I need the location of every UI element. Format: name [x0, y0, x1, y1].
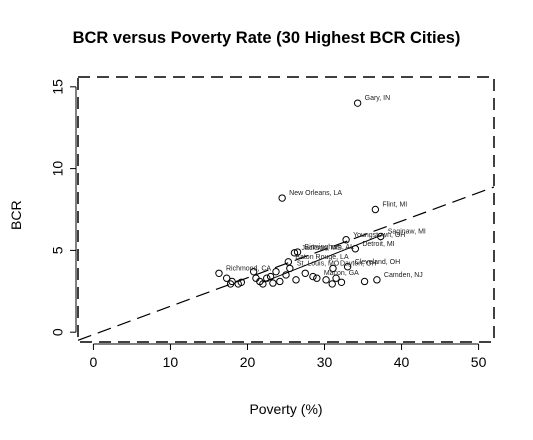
data-point — [293, 248, 302, 256]
data-point — [309, 272, 317, 281]
data-point — [226, 280, 235, 288]
data-point — [353, 99, 362, 107]
data-point — [329, 264, 337, 273]
data-point — [269, 279, 277, 287]
data-point — [237, 278, 246, 286]
x-tick-label: 40 — [394, 354, 410, 370]
point-label: Saginaw, MI — [388, 228, 426, 235]
data-point — [266, 272, 275, 281]
data-point — [278, 194, 286, 202]
data-point — [377, 232, 385, 241]
point-label: Baton Rouge, LA — [295, 254, 349, 261]
data-point — [284, 258, 293, 266]
data-point — [282, 271, 290, 279]
x-tick-label: 0 — [90, 354, 98, 370]
data-points — [215, 99, 385, 288]
y-tick-label: 0 — [50, 328, 66, 336]
point-label: Camden, NJ — [384, 272, 423, 279]
point-label: Cleveland, OH — [355, 259, 401, 266]
data-point — [360, 277, 369, 286]
data-point — [373, 276, 381, 284]
data-point — [342, 236, 350, 244]
point-labels: Gary, IN New Orleans, LA Flint, MI Saginaw,… — [226, 95, 426, 279]
point-label: St. Louis, MO — [297, 260, 340, 267]
point-label: Richmond, CA — [226, 265, 271, 272]
point-label: Jackson, MS — [301, 245, 341, 252]
axes: 0 10 20 30 40 50 0 5 10 15 — [50, 79, 487, 370]
data-point — [301, 269, 309, 277]
data-point — [371, 205, 380, 214]
x-tick-label: 50 — [471, 354, 487, 370]
data-point — [332, 274, 340, 282]
data-point — [343, 263, 352, 271]
point-label: Birmingham, AL — [305, 244, 355, 251]
data-point — [313, 274, 321, 282]
data-point — [276, 277, 284, 286]
point-label: Macon, GA — [324, 270, 359, 277]
data-point — [290, 249, 299, 257]
point-label: Gary, IN — [365, 95, 391, 102]
y-tick-label: 15 — [50, 79, 66, 95]
point-label: Flint, MI — [382, 202, 407, 209]
y-tick-label: 5 — [50, 246, 66, 254]
x-axis-label: Poverty (%) — [249, 401, 323, 417]
data-point — [286, 264, 294, 273]
x-tick-label: 30 — [317, 354, 333, 370]
data-point — [259, 280, 267, 288]
x-tick-label: 20 — [240, 354, 256, 370]
point-label: New Orleans, LA — [289, 190, 342, 197]
data-point — [351, 245, 360, 253]
data-point — [263, 274, 271, 282]
y-tick-label: 10 — [50, 161, 66, 177]
point-label: Dayton, OH — [340, 260, 377, 267]
data-point — [222, 274, 231, 282]
data-point — [249, 267, 258, 276]
data-point — [322, 276, 330, 284]
data-point — [328, 280, 336, 288]
x-tick-label: 10 — [163, 354, 179, 370]
chart-title: BCR versus Poverty Rate (30 Highest BCR … — [72, 29, 461, 47]
data-point — [272, 267, 280, 276]
data-point — [215, 269, 223, 277]
point-label: Youngstown, OH — [353, 232, 405, 239]
data-point — [292, 276, 300, 284]
data-point — [337, 278, 346, 286]
point-label: Detroit, MI — [362, 241, 394, 248]
plot-frame — [77, 76, 495, 343]
